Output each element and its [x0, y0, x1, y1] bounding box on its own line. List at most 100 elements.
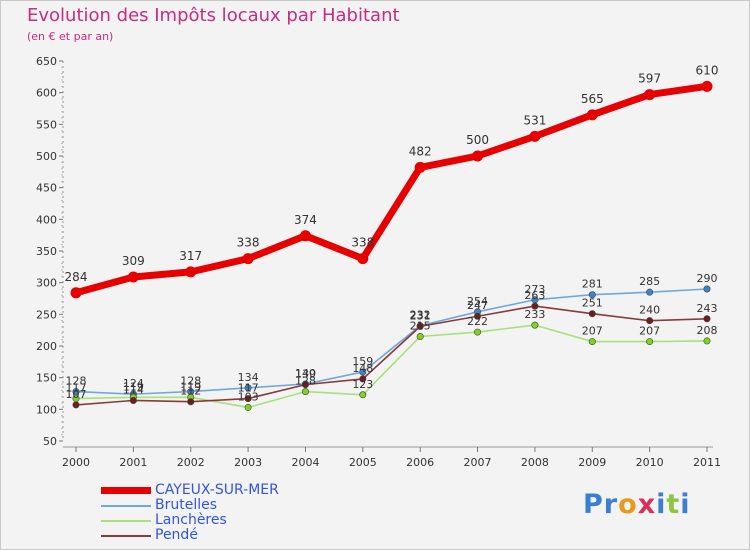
x-tick-label: 2005	[349, 456, 377, 469]
logo-letter: i	[656, 489, 667, 520]
y-tick-label: 50	[43, 435, 57, 448]
data-point	[588, 291, 596, 299]
data-label: 119	[180, 380, 201, 393]
data-label: 119	[123, 380, 144, 393]
data-label: 128	[295, 375, 316, 388]
y-tick-label: 450	[36, 182, 57, 195]
data-point	[301, 388, 309, 396]
x-tick-label: 2009	[578, 456, 606, 469]
legend-item: Lanchères	[101, 513, 361, 528]
legend-label: Brutelles	[155, 497, 218, 513]
data-point	[416, 332, 424, 340]
data-label: 222	[467, 315, 488, 328]
chart-title: Evolution des Impôts locaux par Habitant	[27, 5, 400, 26]
data-point	[244, 395, 252, 403]
x-tick-label: 2002	[177, 456, 205, 469]
data-label: 610	[696, 63, 719, 77]
data-label: 117	[238, 382, 259, 395]
chart-subtitle: (en € et par an)	[27, 30, 114, 43]
x-tick-label: 2000	[62, 456, 90, 469]
data-label: 107	[66, 388, 87, 401]
data-point	[472, 150, 484, 162]
data-label: 597	[638, 72, 661, 86]
legend-swatch	[101, 505, 151, 507]
data-label: 281	[582, 278, 603, 291]
x-tick-label: 2006	[406, 456, 434, 469]
data-label: 273	[524, 283, 545, 296]
logo-letter: t	[666, 489, 681, 520]
data-label: 290	[697, 272, 718, 285]
data-point	[588, 338, 596, 346]
data-label: 112	[180, 385, 201, 398]
data-point	[416, 322, 424, 330]
y-tick-label: 200	[36, 340, 57, 353]
data-label: 317	[179, 249, 202, 263]
y-tick-label: 150	[36, 372, 57, 385]
legend-item: CAYEUX-SUR-MER	[101, 483, 361, 498]
data-label: 117	[66, 382, 87, 395]
data-point	[242, 253, 254, 265]
y-tick-label: 100	[36, 403, 57, 416]
data-point	[359, 368, 367, 376]
data-label: 309	[122, 254, 145, 268]
data-point	[70, 287, 82, 299]
legend-label: Pendé	[155, 527, 198, 543]
series-points	[70, 80, 713, 411]
data-point	[703, 285, 711, 293]
x-tick-label: 2003	[234, 456, 262, 469]
chart-legend: CAYEUX-SUR-MER Brutelles Lanchères Pendé	[101, 483, 361, 543]
data-point	[244, 403, 252, 411]
data-label: 482	[409, 144, 432, 158]
data-label: 251	[582, 297, 603, 310]
series-line	[75, 305, 708, 406]
data-point	[646, 288, 654, 296]
data-point	[359, 391, 367, 399]
x-tick-label: 2004	[291, 456, 319, 469]
data-label: 374	[294, 213, 317, 227]
data-label: 254	[467, 295, 488, 308]
data-label: 128	[180, 375, 201, 388]
x-tick-label: 2011	[693, 456, 721, 469]
data-point	[187, 398, 195, 406]
x-tick-label: 2007	[464, 456, 492, 469]
data-point	[646, 317, 654, 325]
data-label: 134	[238, 371, 259, 384]
legend-label: CAYEUX-SUR-MER	[155, 482, 279, 498]
y-tick-label: 500	[36, 150, 57, 163]
logo-letter: i	[680, 489, 691, 520]
data-point	[646, 338, 654, 346]
series-line	[75, 288, 708, 395]
legend-swatch	[101, 487, 151, 494]
data-point	[703, 315, 711, 323]
data-label: 208	[697, 324, 718, 337]
data-label: 500	[466, 133, 489, 147]
y-tick-label: 250	[36, 308, 57, 321]
data-label: 263	[524, 289, 545, 302]
data-label: 140	[295, 367, 316, 380]
data-point	[531, 302, 539, 310]
series-lines	[72, 82, 711, 409]
data-label: 233	[524, 308, 545, 321]
legend-swatch	[101, 535, 151, 537]
data-point	[299, 230, 311, 242]
data-point	[414, 161, 426, 173]
data-label: 285	[639, 275, 660, 288]
data-point	[357, 253, 369, 265]
proxiti-logo: Proxiti	[583, 489, 691, 520]
data-point	[703, 337, 711, 345]
data-label: 124	[123, 377, 144, 390]
data-label: 139	[295, 368, 316, 381]
data-point	[127, 271, 139, 283]
logo-letter: P	[583, 489, 604, 520]
data-label: 240	[639, 304, 660, 317]
y-tick-label: 600	[36, 87, 57, 100]
y-tick-label: 350	[36, 245, 57, 258]
data-label: 531	[523, 113, 546, 127]
data-label: 114	[123, 383, 144, 396]
data-point	[701, 80, 713, 92]
data-label: 284	[65, 270, 88, 284]
data-point	[185, 266, 197, 278]
